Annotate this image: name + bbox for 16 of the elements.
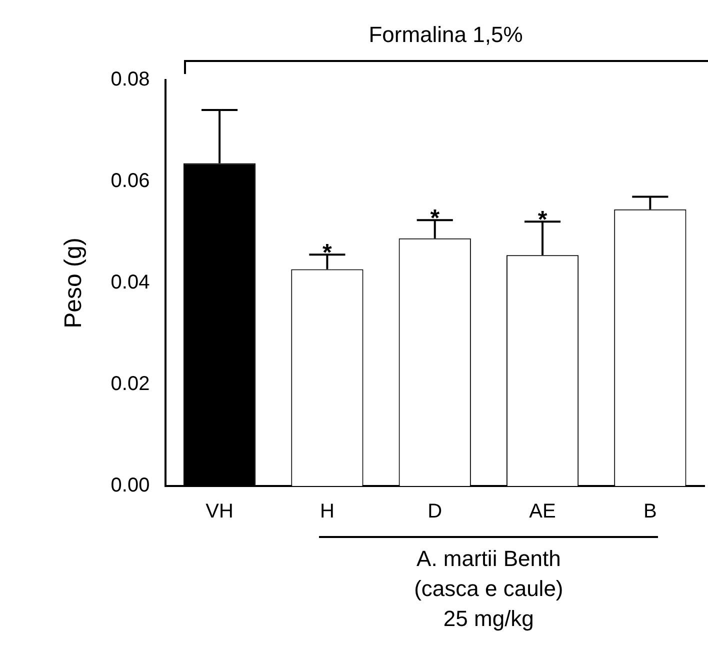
y-tick-label: 0.08 xyxy=(110,68,150,91)
y-tick-label: 0.02 xyxy=(110,373,150,396)
y-tick-label: 0.00 xyxy=(110,474,150,497)
x-tick-label: D xyxy=(428,500,442,523)
y-tick-label: 0.04 xyxy=(110,272,150,294)
x-tick-label: AE xyxy=(529,500,556,523)
x-tick-label: H xyxy=(320,500,334,523)
x-tick-label: VH xyxy=(206,500,234,523)
x-tick-label: B xyxy=(644,500,657,523)
annotation: * xyxy=(430,205,440,232)
y-axis-title: Peso (g) xyxy=(60,238,88,328)
annotation: * xyxy=(322,240,333,267)
text: A. martii Benth (casca e caule) 25 mg/kg xyxy=(413,545,564,633)
text: Formalina 1,5% xyxy=(368,22,524,48)
y-tick-label: 0.06 xyxy=(110,170,150,192)
annotation: * xyxy=(538,206,548,234)
